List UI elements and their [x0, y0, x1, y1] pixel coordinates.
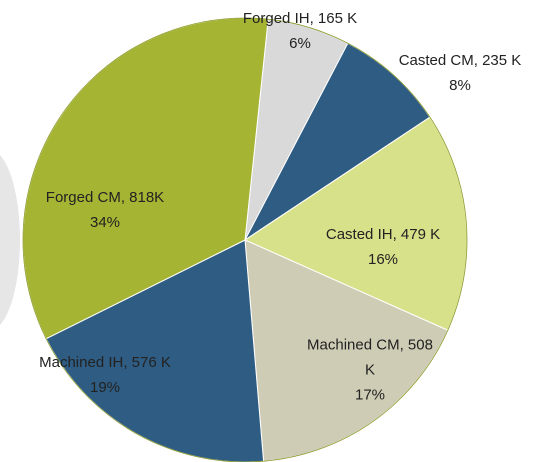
value-label: 17% [305, 383, 435, 408]
value-label: 19% [15, 375, 195, 400]
category-label: Machined IH, 576 K [15, 350, 195, 375]
value-label: 8% [385, 73, 535, 98]
value-label: 16% [308, 247, 458, 272]
category-label: Forged CM, 818K [30, 185, 180, 210]
category-label: Casted IH, 479 K [308, 222, 458, 247]
background-photo [0, 150, 20, 330]
category-label: Casted CM, 235 K [385, 48, 535, 73]
value-label: 6% [230, 31, 370, 56]
category-label: Forged IH, 165 K [230, 6, 370, 31]
page: Forged IH, 165 K6%Casted CM, 235 K8%Cast… [0, 0, 544, 462]
value-label: 34% [30, 210, 180, 235]
category-label: Machined CM, 508 K [305, 333, 435, 383]
